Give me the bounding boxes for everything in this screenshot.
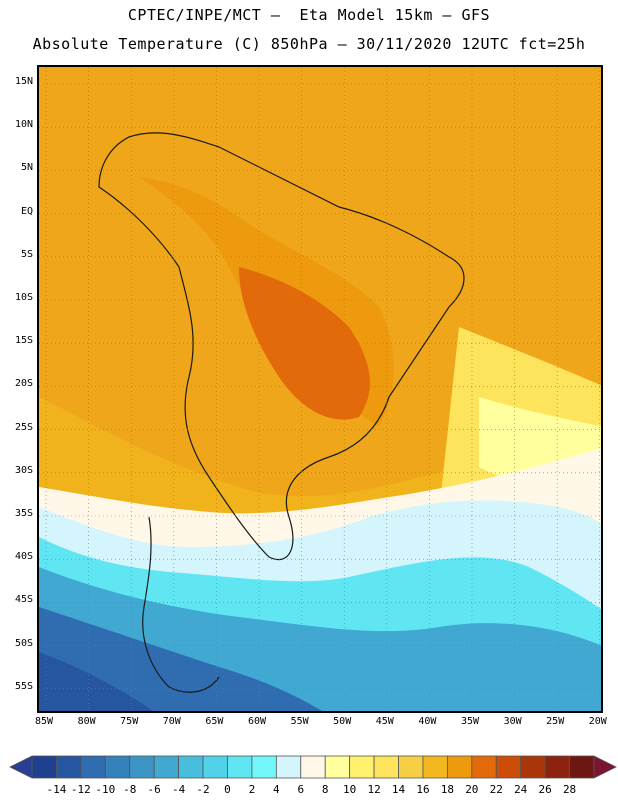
lat-label: 20S	[3, 378, 33, 389]
lat-label: 15N	[3, 76, 33, 87]
map-panel	[37, 65, 603, 713]
colorbar-swatch	[105, 756, 129, 778]
colorbar-label: 24	[508, 783, 534, 796]
colorbar-swatch	[570, 756, 594, 778]
colorbar-label: -10	[92, 783, 118, 796]
colorbar-label: 18	[434, 783, 460, 796]
lon-label: 70W	[155, 716, 189, 727]
colorbar-label: 28	[557, 783, 583, 796]
lat-label: 40S	[3, 551, 33, 562]
lat-label: 50S	[3, 638, 33, 649]
lon-label: 80W	[70, 716, 104, 727]
colorbar-label: 20	[459, 783, 485, 796]
colorbar-swatch	[252, 756, 276, 778]
colorbar-swatch	[374, 756, 398, 778]
colorbar-swatch	[276, 756, 300, 778]
title-line-1: CPTEC/INPE/MCT – Eta Model 15km – GFS	[0, 6, 618, 24]
colorbar-label: -14	[43, 783, 69, 796]
colorbar-label: 14	[386, 783, 412, 796]
lon-label: 30W	[496, 716, 530, 727]
colorbar-swatch	[154, 756, 178, 778]
colorbar-label: -6	[141, 783, 167, 796]
colorbar-label: 8	[312, 783, 338, 796]
lat-label: 10S	[3, 292, 33, 303]
lat-label: 10N	[3, 119, 33, 130]
colorbar-swatch	[179, 756, 203, 778]
lon-label: 40W	[410, 716, 444, 727]
lon-label: 60W	[240, 716, 274, 727]
colorbar-swatch	[56, 756, 80, 778]
colorbar-swatch	[130, 756, 154, 778]
colorbar-label: -8	[117, 783, 143, 796]
colorbar-label: 6	[288, 783, 314, 796]
colorbar-label: -2	[190, 783, 216, 796]
colorbar-swatch	[227, 756, 251, 778]
lat-label: 15S	[3, 335, 33, 346]
colorbar-label: 26	[532, 783, 558, 796]
colorbar-label: 0	[214, 783, 240, 796]
colorbar	[8, 752, 618, 782]
lon-label: 25W	[538, 716, 572, 727]
lat-label: 5N	[3, 162, 33, 173]
lon-label: 35W	[453, 716, 487, 727]
colorbar-swatch	[496, 756, 520, 778]
lon-label: 50W	[325, 716, 359, 727]
colorbar-swatch	[423, 756, 447, 778]
colorbar-swatch	[472, 756, 496, 778]
colorbar-label: -4	[166, 783, 192, 796]
colorbar-swatch	[325, 756, 349, 778]
colorbar-swatch	[545, 756, 569, 778]
colorbar-label: 2	[239, 783, 265, 796]
colorbar-label: 4	[263, 783, 289, 796]
lat-label: 25S	[3, 422, 33, 433]
colorbar-swatch	[81, 756, 105, 778]
colorbar-swatch	[350, 756, 374, 778]
temperature-map	[39, 67, 603, 713]
lat-label: EQ	[3, 206, 33, 217]
colorbar-swatch	[399, 756, 423, 778]
colorbar-max-arrow	[594, 756, 616, 778]
colorbar-label: 12	[361, 783, 387, 796]
colorbar-swatch	[32, 756, 56, 778]
colorbar-swatch	[301, 756, 325, 778]
lon-label: 20W	[581, 716, 615, 727]
lat-label: 30S	[3, 465, 33, 476]
lat-label: 55S	[3, 681, 33, 692]
lon-label: 85W	[27, 716, 61, 727]
lon-label: 45W	[368, 716, 402, 727]
title-line-2: Absolute Temperature (C) 850hPa – 30/11/…	[0, 35, 618, 53]
lon-label: 65W	[197, 716, 231, 727]
lat-label: 45S	[3, 594, 33, 605]
lat-label: 5S	[3, 249, 33, 260]
colorbar-swatch	[447, 756, 471, 778]
colorbar-label: 10	[337, 783, 363, 796]
colorbar-label: 22	[483, 783, 509, 796]
lat-label: 35S	[3, 508, 33, 519]
colorbar-swatch	[521, 756, 545, 778]
colorbar-swatch	[203, 756, 227, 778]
colorbar-min-arrow	[10, 756, 32, 778]
lon-label: 75W	[112, 716, 146, 727]
colorbar-label: 16	[410, 783, 436, 796]
colorbar-label: -12	[68, 783, 94, 796]
lon-label: 55W	[283, 716, 317, 727]
